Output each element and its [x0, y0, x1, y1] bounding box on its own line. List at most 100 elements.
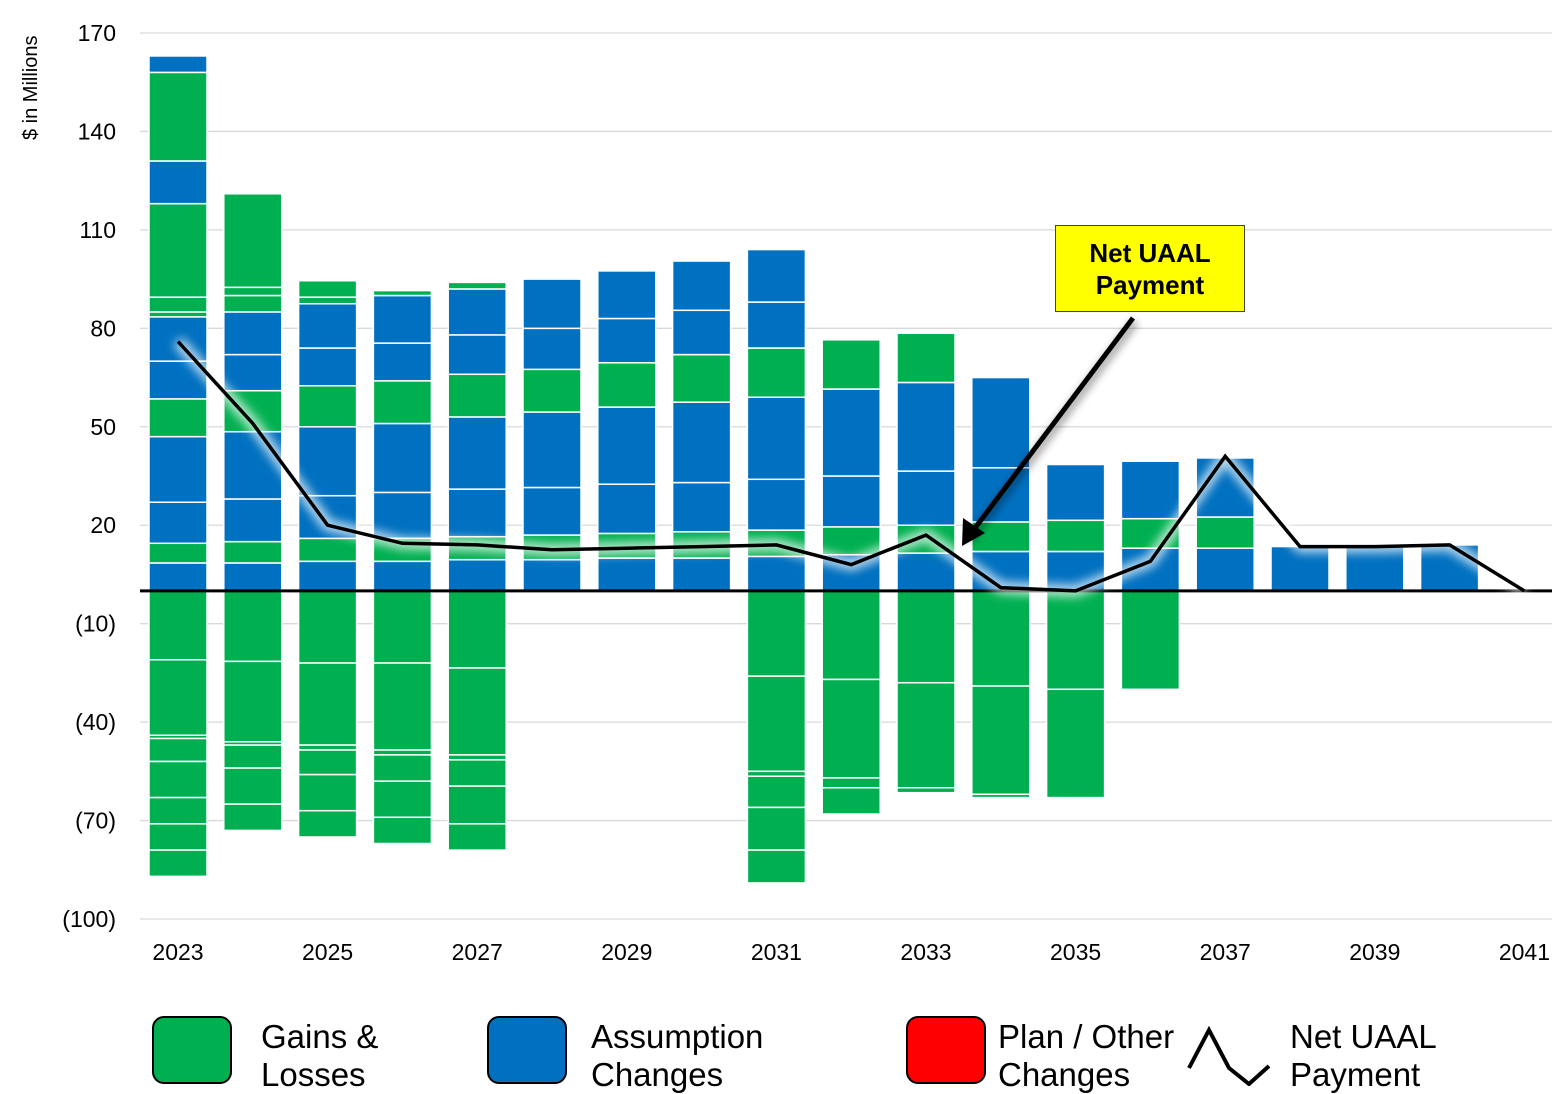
bar-segment: [372, 816, 433, 845]
x-tick-label: 2029: [601, 939, 652, 965]
bar-segment: [148, 849, 208, 878]
bar-segment: [671, 481, 732, 533]
legend-label-gains-line2: Losses: [261, 1056, 366, 1093]
bar-segment: [1045, 519, 1106, 553]
bar-segment: [821, 339, 881, 390]
bar-segment: [372, 590, 433, 664]
bar-segment: [447, 416, 507, 490]
bar-segment: [522, 411, 582, 489]
bar-segment: [297, 347, 358, 387]
bar-segment: [372, 754, 433, 782]
bar-segment: [148, 71, 208, 162]
bar-segment: [148, 160, 208, 205]
legend-line-icon: [1187, 1025, 1271, 1086]
bar-segment: [297, 537, 358, 563]
bar-segment: [447, 488, 507, 538]
bar-segment: [148, 202, 208, 298]
net-uaal-callout: Net UAAL Payment: [1055, 225, 1245, 312]
bar-segment: [372, 560, 433, 592]
bar-segment: [1195, 547, 1255, 592]
callout-line-1: Net UAAL: [1089, 237, 1211, 268]
bar-segment: [223, 193, 283, 289]
bar-segment: [971, 685, 1031, 796]
bar-segment: [1045, 688, 1106, 799]
y-tick-label: (10): [75, 611, 116, 637]
bar-segment: [821, 388, 881, 477]
legend-label-net-line1: Net UAAL: [1290, 1018, 1437, 1055]
bar-stack-2030: [671, 260, 732, 592]
y-tick-label: 20: [90, 512, 116, 538]
bar-segment: [522, 368, 582, 413]
bar-segment: [223, 294, 283, 313]
callout-arrow-shaft: [970, 316, 1135, 534]
bar-segment: [447, 785, 507, 825]
legend-label-net-line2: Payment: [1290, 1056, 1421, 1093]
bar-stack-2027: [447, 281, 507, 851]
bar-segment: [297, 302, 358, 349]
bar-segment: [223, 498, 283, 543]
x-tick-label: 2041: [1499, 939, 1550, 965]
bar-segment: [1195, 516, 1255, 549]
bar-segment: [447, 281, 507, 290]
bar-stack-2033: [896, 332, 956, 794]
bar-segment: [746, 590, 807, 677]
bar-segment: [746, 301, 807, 349]
y-tick-label: (70): [75, 808, 116, 834]
bar-stack-2028: [522, 278, 582, 592]
y-tick-label: (100): [62, 906, 116, 932]
bar-segment: [372, 342, 433, 382]
bar-segment: [223, 660, 283, 743]
bar-segment: [447, 558, 507, 592]
bar-segment: [522, 558, 582, 592]
callout-arrow-head: [962, 518, 985, 546]
bar-segment: [223, 590, 283, 663]
bar-segment: [372, 289, 433, 297]
bar-segment: [522, 486, 582, 536]
bar-segment: [671, 260, 732, 312]
y-tick-label: 50: [90, 414, 116, 440]
legend-label-plan-line2: Changes: [998, 1056, 1131, 1093]
bar-segment: [447, 288, 507, 336]
bar-segment: [821, 786, 881, 815]
bar-segment: [1345, 545, 1405, 592]
y-tick-label: (40): [75, 709, 116, 735]
bar-segment: [223, 311, 283, 356]
bar-segment: [971, 590, 1031, 687]
bar-segment: [297, 662, 358, 746]
bar-segment: [297, 773, 358, 812]
legend-label-assump-line2: Changes: [591, 1056, 724, 1093]
legend-label-gains-line1: Gains &: [261, 1018, 379, 1055]
bar-segment: [297, 590, 358, 664]
bar-segment: [896, 786, 956, 794]
x-tick-label: 2033: [900, 939, 951, 965]
bar-segment: [746, 775, 807, 809]
bar-segment: [223, 562, 283, 592]
bar-segment: [297, 385, 358, 428]
bar-stack-2038: [1270, 545, 1330, 592]
bar-segment: [148, 55, 208, 74]
net-uaal-line: [176, 340, 1526, 593]
bar-segment: [896, 332, 956, 384]
callout-line-2: Payment: [1095, 269, 1205, 300]
bar-segment: [148, 542, 208, 564]
bar-stack-2031: [746, 248, 807, 884]
bar-segment: [671, 309, 732, 356]
bar-segment: [223, 803, 283, 832]
bar-segment: [148, 737, 208, 763]
x-tick-label: 2035: [1050, 939, 1101, 965]
bar-segment: [297, 809, 358, 838]
bar-segment: [297, 560, 358, 592]
bar-segment: [971, 376, 1031, 469]
bar-segment: [447, 334, 507, 376]
y-tick-label: 110: [79, 217, 116, 243]
bar-segment: [597, 270, 657, 320]
bar-segment: [821, 590, 881, 681]
bar-segment: [821, 678, 881, 779]
bar-segment: [746, 347, 807, 398]
bar-segment: [297, 280, 358, 298]
bar-segment: [447, 759, 507, 787]
bar-segment: [671, 401, 732, 484]
bar-segment: [821, 475, 881, 528]
bar-stack-2039: [1345, 545, 1405, 592]
